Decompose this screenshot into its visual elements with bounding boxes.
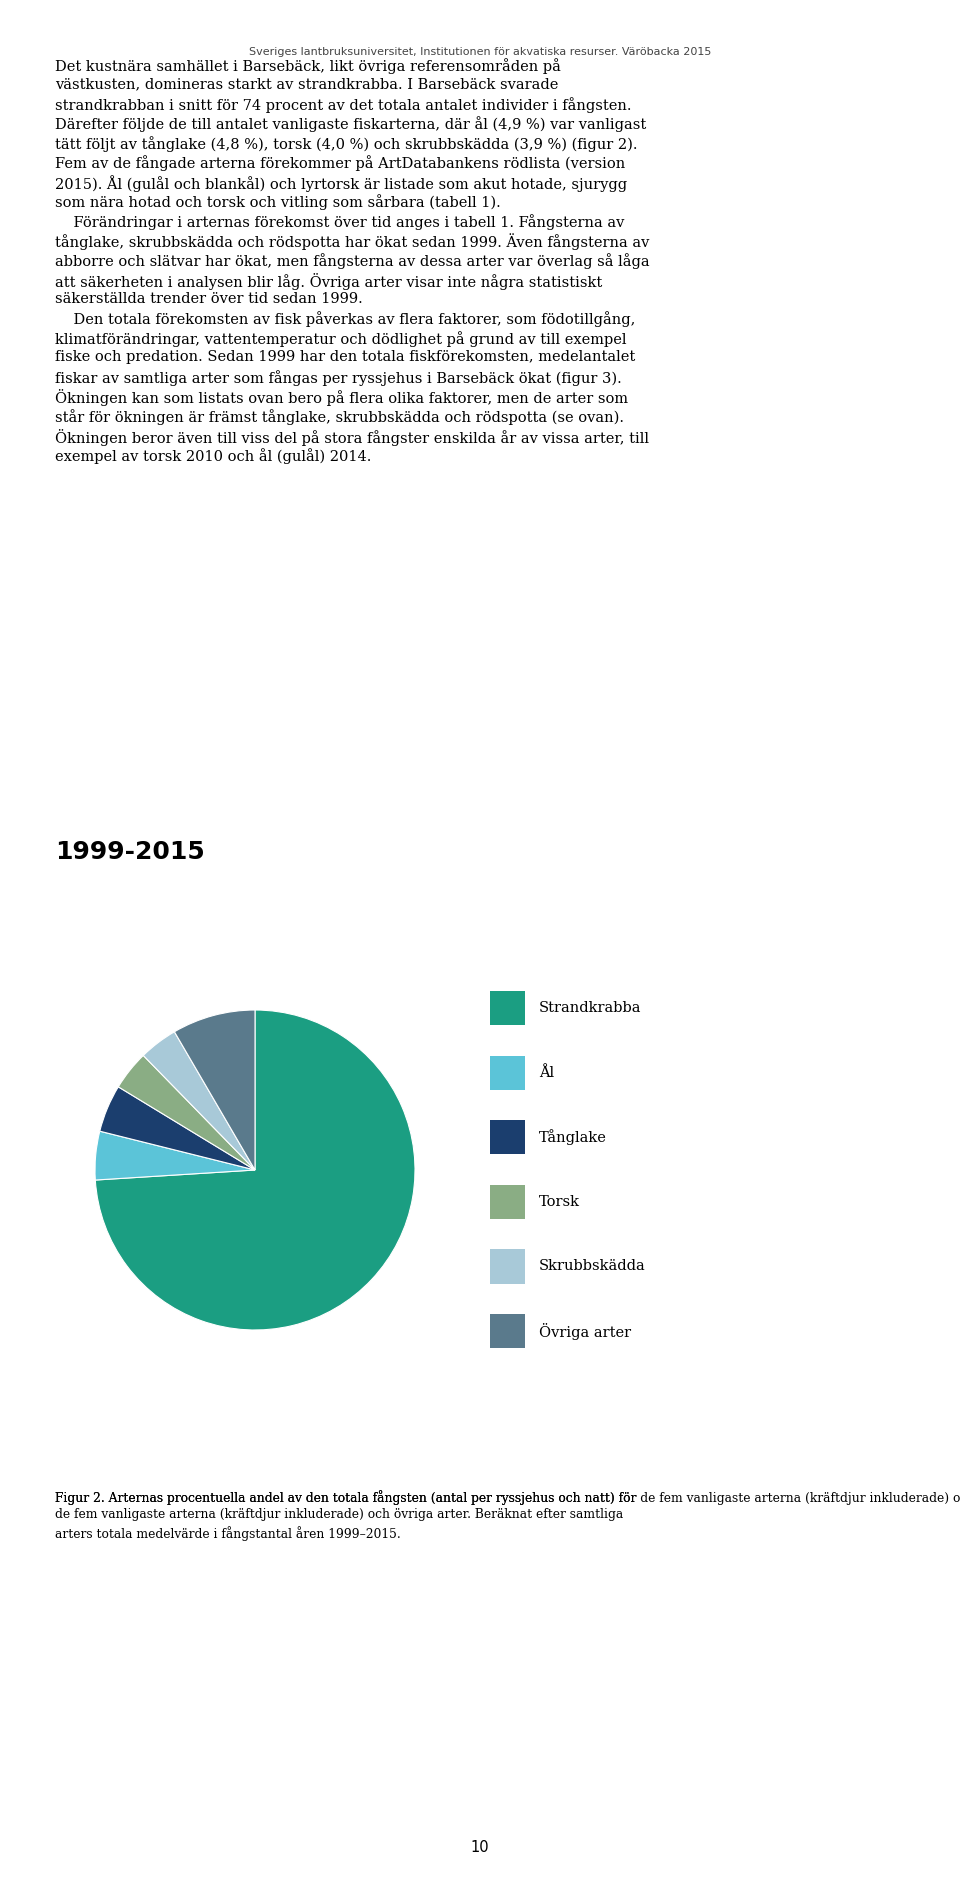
Wedge shape	[95, 1010, 415, 1331]
Text: tätt följt av tånglake (4,8 %), torsk (4,0 %) och skrubbskädda (3,9 %) (figur 2): tätt följt av tånglake (4,8 %), torsk (4…	[55, 136, 637, 153]
Wedge shape	[175, 1010, 255, 1171]
Text: Skrubbskädda: Skrubbskädda	[539, 1259, 646, 1274]
Wedge shape	[100, 1088, 255, 1171]
Text: Strandkrabba: Strandkrabba	[539, 1001, 641, 1014]
Text: Det kustnära samhället i Barsebäck, likt övriga referensområden på: Det kustnära samhället i Barsebäck, likt…	[55, 58, 561, 74]
Text: Ål: Ål	[539, 1065, 554, 1080]
Text: Den totala förekomsten av fisk påverkas av flera faktorer, som födotillgång,: Den totala förekomsten av fisk påverkas …	[55, 311, 636, 328]
Text: som nära hotad och torsk och vitling som sårbara (tabell 1).: som nära hotad och torsk och vitling som…	[55, 194, 500, 211]
Text: Torsk: Torsk	[539, 1195, 580, 1208]
Text: Förändringar i arternas förekomst över tid anges i tabell 1. Fångsterna av: Förändringar i arternas förekomst över t…	[55, 215, 624, 230]
FancyBboxPatch shape	[490, 992, 525, 1025]
FancyBboxPatch shape	[490, 1056, 525, 1090]
FancyBboxPatch shape	[490, 1120, 525, 1154]
Text: klimatförändringar, vattentemperatur och dödlighet på grund av till exempel: klimatförändringar, vattentemperatur och…	[55, 332, 626, 347]
Text: säkerställda trender över tid sedan 1999.: säkerställda trender över tid sedan 1999…	[55, 292, 363, 305]
Text: Övriga arter: Övriga arter	[539, 1323, 631, 1340]
Wedge shape	[143, 1031, 255, 1171]
Text: arters totala medelvärde i fångstantal åren 1999–2015.: arters totala medelvärde i fångstantal å…	[55, 1527, 400, 1540]
Text: abborre och slätvar har ökat, men fångsterna av dessa arter var överlag så låga: abborre och slätvar har ökat, men fångst…	[55, 253, 649, 270]
Text: strandkrabban i snitt för 74 procent av det totala antalet individer i fångsten.: strandkrabban i snitt för 74 procent av …	[55, 96, 632, 113]
Text: Ökningen kan som listats ovan bero på flera olika faktorer, men de arter som: Ökningen kan som listats ovan bero på fl…	[55, 390, 628, 407]
Text: Därefter följde de till antalet vanligaste fiskarterna, där ål (4,9 %) var vanli: Därefter följde de till antalet vanligas…	[55, 117, 646, 132]
Wedge shape	[118, 1056, 255, 1171]
Text: Fem av de fångade arterna förekommer på ArtDatabankens rödlista (version: Fem av de fångade arterna förekommer på …	[55, 155, 625, 172]
Text: Figur 2. Arternas procentuella andel av den totala fångsten (antal per ryssjehus: Figur 2. Arternas procentuella andel av …	[55, 1489, 960, 1504]
Text: exempel av torsk 2010 och ål (gulål) 2014.: exempel av torsk 2010 och ål (gulål) 201…	[55, 449, 372, 464]
FancyBboxPatch shape	[490, 1314, 525, 1348]
Text: 10: 10	[470, 1840, 490, 1855]
FancyBboxPatch shape	[490, 1250, 525, 1284]
Text: de fem vanligaste arterna (kräftdjur inkluderade) och övriga arter. Beräknat eft: de fem vanligaste arterna (kräftdjur ink…	[55, 1508, 623, 1521]
Text: att säkerheten i analysen blir låg. Övriga arter visar inte några statistiskt: att säkerheten i analysen blir låg. Övri…	[55, 273, 602, 290]
FancyBboxPatch shape	[490, 1184, 525, 1220]
Text: Sveriges lantbruksuniversitet, Institutionen för akvatiska resurser. Väröbacka 2: Sveriges lantbruksuniversitet, Instituti…	[249, 47, 711, 57]
Text: Figur 2. Arternas procentuella andel av den totala fångsten (antal per ryssjehus: Figur 2. Arternas procentuella andel av …	[55, 1489, 636, 1504]
Text: tånglake, skrubbskädda och rödspotta har ökat sedan 1999. Även fångsterna av: tånglake, skrubbskädda och rödspotta har…	[55, 234, 649, 251]
Text: västkusten, domineras starkt av strandkrabba. I Barsebäck svarade: västkusten, domineras starkt av strandkr…	[55, 77, 558, 92]
Text: 1999-2015: 1999-2015	[55, 841, 204, 863]
Wedge shape	[95, 1131, 255, 1180]
Text: står för ökningen är främst tånglake, skrubbskädda och rödspotta (se ovan).: står för ökningen är främst tånglake, sk…	[55, 409, 624, 424]
Text: Ökningen beror även till viss del på stora fångster enskilda år av vissa arter, : Ökningen beror även till viss del på sto…	[55, 428, 649, 445]
Text: 2015). Ål (gulål och blankål) och lyrtorsk är listade som akut hotade, sjurygg: 2015). Ål (gulål och blankål) och lyrtor…	[55, 175, 627, 192]
Text: fiske och predation. Sedan 1999 har den totala fiskförekomsten, medelantalet: fiske och predation. Sedan 1999 har den …	[55, 351, 635, 364]
Text: Tånglake: Tånglake	[539, 1129, 607, 1144]
Text: fiskar av samtliga arter som fångas per ryssjehus i Barsebäck ökat (figur 3).: fiskar av samtliga arter som fångas per …	[55, 369, 621, 386]
